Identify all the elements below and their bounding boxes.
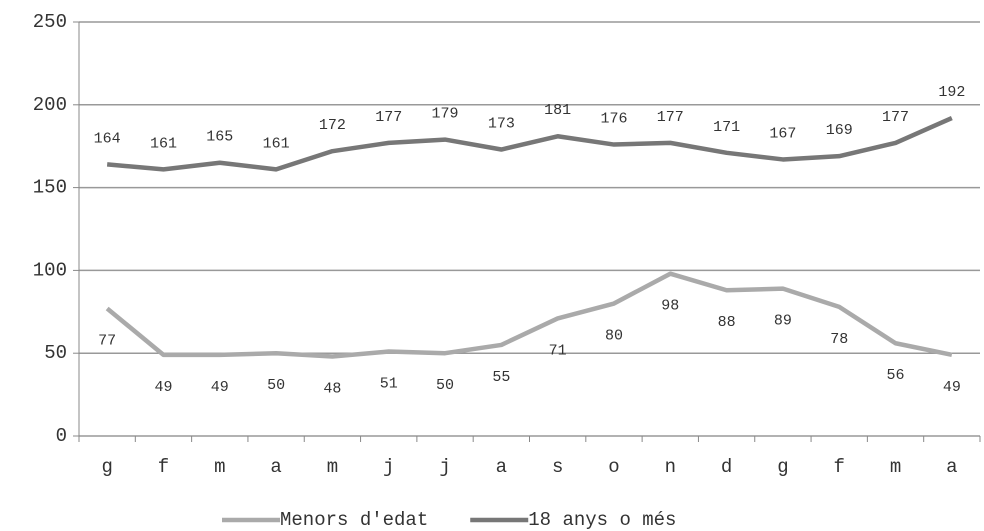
- data-label: 55: [492, 369, 510, 386]
- data-label: 177: [375, 109, 402, 126]
- series-line: [105, 271, 953, 359]
- data-label: 176: [600, 111, 627, 128]
- data-label: 181: [544, 102, 571, 119]
- x-tick-label: s: [552, 456, 563, 478]
- data-label: 48: [323, 380, 341, 397]
- x-tick-label: a: [270, 456, 281, 478]
- legend-label: Menors d'edat: [280, 509, 428, 531]
- x-tick-label: j: [383, 456, 394, 478]
- x-tick-label: n: [665, 456, 676, 478]
- data-label: 169: [826, 122, 853, 139]
- y-tick-label: 0: [56, 425, 67, 447]
- data-label: 172: [319, 117, 346, 134]
- legend-label: 18 anys o més: [528, 509, 676, 531]
- x-tick-label: m: [327, 456, 338, 478]
- data-label: 177: [882, 109, 909, 126]
- data-label: 161: [150, 135, 177, 152]
- x-tick-label: d: [721, 456, 732, 478]
- x-tick-label: g: [777, 456, 788, 478]
- data-label: 56: [887, 367, 905, 384]
- data-label: 177: [657, 109, 684, 126]
- data-label: 77: [98, 332, 116, 349]
- data-label: 49: [211, 379, 229, 396]
- x-tick-label: f: [158, 456, 169, 478]
- data-label: 71: [549, 342, 567, 359]
- data-label: 179: [432, 106, 459, 123]
- data-label: 89: [774, 313, 792, 330]
- x-tick-label: g: [101, 456, 112, 478]
- data-label: 171: [713, 119, 740, 136]
- data-label: 80: [605, 327, 623, 344]
- data-label: 50: [267, 377, 285, 394]
- data-label: 192: [938, 84, 965, 101]
- data-label: 49: [943, 379, 961, 396]
- x-tick-label: m: [890, 456, 901, 478]
- y-tick-label: 150: [33, 177, 67, 199]
- data-label: 88: [718, 314, 736, 331]
- x-tick-label: f: [834, 456, 845, 478]
- data-label: 173: [488, 115, 515, 132]
- x-tick-label: j: [439, 456, 450, 478]
- x-tick-label: a: [496, 456, 507, 478]
- x-tick-label: m: [214, 456, 225, 478]
- data-label: 98: [661, 298, 679, 315]
- data-label: 51: [380, 376, 398, 393]
- y-tick-label: 200: [33, 94, 67, 116]
- y-tick-label: 50: [44, 342, 67, 364]
- x-tick-label: a: [946, 456, 957, 478]
- series-line: [106, 115, 953, 172]
- data-label: 49: [154, 379, 172, 396]
- data-label: 164: [94, 130, 121, 147]
- data-label: 165: [206, 129, 233, 146]
- y-tick-label: 250: [33, 11, 67, 33]
- data-label: 167: [769, 125, 796, 142]
- data-label: 50: [436, 377, 454, 394]
- data-label: 78: [830, 331, 848, 348]
- data-label: 161: [263, 135, 290, 152]
- x-tick-label: o: [608, 456, 619, 478]
- y-tick-label: 100: [33, 259, 67, 281]
